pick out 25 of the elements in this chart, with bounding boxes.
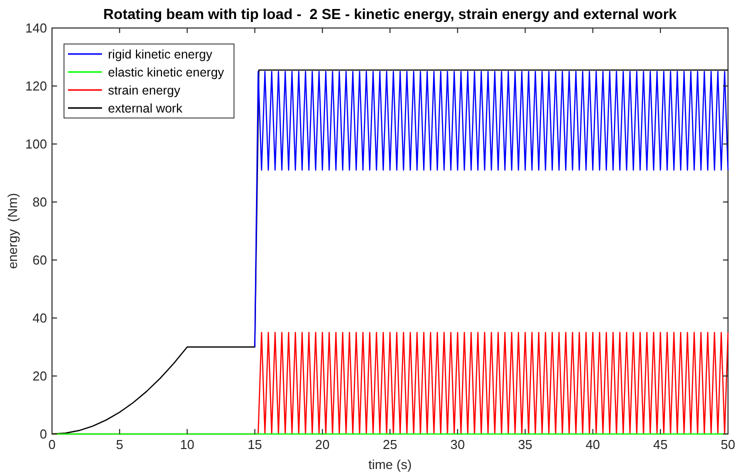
x-tick-label: 50 <box>720 437 736 452</box>
x-tick-label: 35 <box>518 437 532 452</box>
x-tick-label: 20 <box>315 437 330 452</box>
y-tick-label: 100 <box>25 136 47 152</box>
y-tick-label: 140 <box>25 20 47 36</box>
x-tick-label: 5 <box>116 437 124 452</box>
x-tick-label: 45 <box>653 437 668 452</box>
y-axis-title: energy (Nm) <box>5 193 20 269</box>
legend-label: rigid kinetic energy <box>108 48 213 62</box>
legend-label: elastic kinetic energy <box>108 66 225 80</box>
x-axis-title: time (s) <box>368 457 412 472</box>
y-tick-label: 60 <box>32 252 47 268</box>
y-tick-label: 40 <box>32 310 47 326</box>
legend-label: external work <box>108 102 184 116</box>
x-tick-label: 30 <box>450 437 465 452</box>
chart-title: Rotating beam with tip load - 2 SE - kinetic energy, strain energy and external work <box>103 7 678 23</box>
x-tick-label: 40 <box>586 437 600 452</box>
y-tick-label: 20 <box>32 368 47 384</box>
x-tick-label: 10 <box>180 437 194 452</box>
x-tick-label: 25 <box>382 437 398 452</box>
y-tick-label: 120 <box>25 78 47 94</box>
legend-label: strain energy <box>108 84 182 98</box>
y-tick-label: 0 <box>40 426 47 442</box>
y-tick-label: 80 <box>32 194 47 210</box>
x-tick-label: 15 <box>248 437 262 452</box>
